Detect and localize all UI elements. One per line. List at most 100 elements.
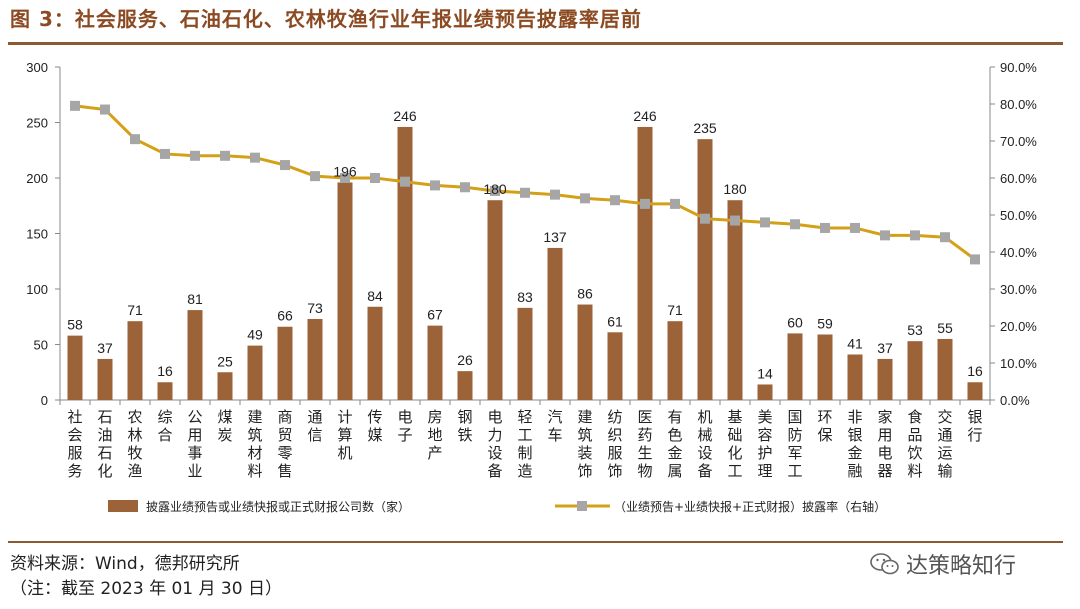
rate-marker [460, 182, 470, 193]
right-tick-label: 0.0% [1000, 393, 1030, 408]
bar [847, 354, 863, 400]
rate-marker [730, 215, 740, 226]
bar [187, 310, 203, 400]
line-series [70, 100, 980, 265]
bar-series [67, 126, 983, 400]
category-labels: 社会服务石油石化农林牧渔综合公用事业煤炭建筑材料商贸零售通信计算机传媒电子房地产… [67, 408, 982, 480]
bar [967, 382, 983, 400]
bar [817, 334, 833, 400]
rate-marker [670, 198, 680, 209]
rate-line [74, 104, 976, 261]
category-label: 电子 [397, 408, 412, 444]
rate-marker [400, 176, 410, 187]
category-label: 钢铁 [457, 408, 472, 444]
right-tick-label: 10.0% [1000, 356, 1037, 371]
category-label: 社会服务 [67, 408, 82, 480]
legend-line-label: （业绩预告+业绩快报+正式财报）披露率（右轴） [614, 499, 886, 514]
bar [757, 384, 773, 400]
category-label: 有色金属 [667, 408, 682, 480]
right-tick-label: 60.0% [1000, 171, 1037, 186]
bar [367, 306, 383, 400]
rate-marker [970, 254, 980, 265]
left-tick-label: 0 [41, 393, 48, 408]
bar [97, 358, 113, 400]
bar-value-label: 67 [427, 307, 443, 323]
rate-marker [640, 198, 650, 209]
bar [937, 338, 953, 400]
category-label: 建筑装饰 [577, 408, 592, 480]
legend-bar-label: 披露业绩预告或业绩快报或正式财报公司数（家） [146, 499, 410, 514]
rate-marker [850, 222, 860, 233]
right-tick-label: 70.0% [1000, 134, 1037, 149]
bar-value-label: 246 [633, 108, 657, 124]
rate-marker [190, 150, 200, 161]
bar [637, 126, 653, 400]
bar [697, 139, 713, 400]
bar-value-label: 180 [483, 181, 507, 197]
bar [457, 371, 473, 400]
bar-value-label: 61 [607, 313, 623, 329]
bar-value-label: 37 [877, 340, 893, 356]
bar [607, 332, 623, 400]
rate-marker [130, 134, 140, 145]
bar-value-label: 55 [937, 320, 953, 336]
rate-marker [250, 152, 260, 163]
chart-legend: 披露业绩预告或业绩快报或正式财报公司数（家） （业绩预告+业绩快报+正式财报）披露… [108, 499, 886, 514]
bar-value-label: 37 [97, 340, 113, 356]
bar-value-label: 86 [577, 286, 593, 302]
rate-marker [430, 180, 440, 191]
bar-value-label: 71 [667, 302, 683, 318]
bar-value-label: 196 [333, 163, 357, 179]
bar [517, 307, 533, 400]
bar [487, 200, 503, 400]
rate-marker [520, 187, 530, 198]
note-text: （注：截至 2023 年 01 月 30 日） [10, 579, 282, 599]
category-label: 轻工制造 [517, 408, 532, 480]
source-text: 资料来源：Wind，德邦研究所 [10, 554, 240, 574]
left-tick-label: 150 [26, 227, 48, 242]
right-tick-label: 20.0% [1000, 319, 1037, 334]
left-tick-label: 200 [26, 171, 48, 186]
rate-marker [370, 173, 380, 183]
category-label: 非银金融 [847, 408, 862, 480]
category-label: 计算机 [337, 408, 352, 462]
category-label: 基础化工 [727, 408, 742, 480]
rate-marker [310, 171, 320, 182]
right-tick-label: 30.0% [1000, 282, 1037, 297]
bar [67, 335, 83, 400]
rate-marker [340, 173, 350, 183]
wechat-icon [870, 553, 899, 575]
category-label: 纺织服饰 [607, 408, 622, 480]
category-label: 公用事业 [187, 408, 202, 480]
bar-value-label: 180 [723, 181, 747, 197]
bar-value-label: 73 [307, 300, 323, 316]
category-label: 石油石化 [97, 408, 112, 480]
bar [217, 372, 233, 400]
right-tick-label: 50.0% [1000, 208, 1037, 223]
left-tick-label: 100 [26, 282, 48, 297]
category-label: 商贸零售 [277, 408, 292, 480]
bar-value-label: 41 [847, 335, 863, 351]
data-labels: 58 37 71 16 81 25 49 66 73 196 84 246 67 26 180 83 137 86… [67, 108, 983, 382]
legend-bar-swatch [108, 500, 138, 512]
bar-value-label: 83 [517, 289, 533, 305]
category-label: 通信 [307, 408, 322, 444]
category-label: 国防军工 [787, 408, 802, 480]
bar [907, 341, 923, 400]
bar [397, 126, 413, 400]
rate-marker [940, 232, 950, 243]
rate-marker [70, 100, 80, 111]
rate-marker [790, 219, 800, 230]
bar [787, 333, 803, 400]
right-tick-label: 80.0% [1000, 97, 1037, 112]
figure-title: 图 3：社会服务、石油石化、农林牧渔行业年报业绩预告披露率居前 [10, 7, 642, 31]
bar [667, 321, 683, 400]
bar-value-label: 26 [457, 352, 473, 368]
bar [577, 304, 593, 400]
bar [877, 358, 893, 400]
category-label: 传媒 [367, 408, 382, 444]
title-rule [8, 42, 1063, 45]
category-label: 银行 [967, 408, 982, 444]
bar-value-label: 71 [127, 302, 143, 318]
bar [247, 345, 263, 400]
